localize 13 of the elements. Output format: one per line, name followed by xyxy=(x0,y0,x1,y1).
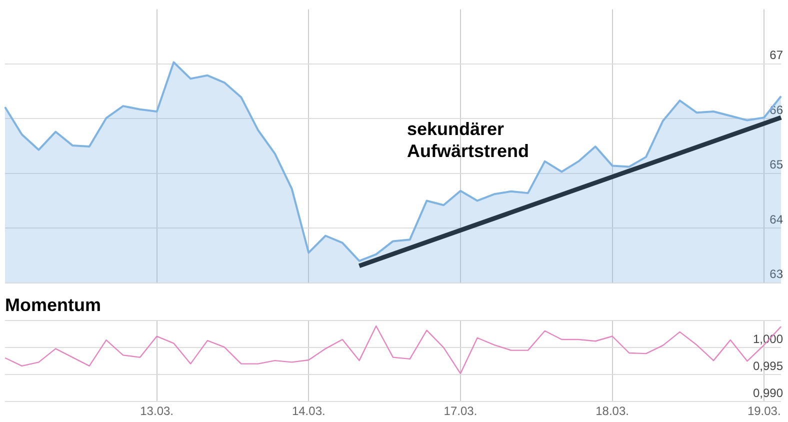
chart-title: Momentum xyxy=(5,294,101,315)
x-tick-label: 14.03. xyxy=(292,404,326,418)
x-tick-label: 19.03. xyxy=(747,404,781,418)
y-tick-label: 65 xyxy=(770,158,784,172)
y-tick-label: 63 xyxy=(770,267,784,282)
y-tick-label: 64 xyxy=(770,212,784,226)
x-tick-label: 17.03. xyxy=(444,404,478,418)
x-tick-label: 13.03. xyxy=(140,404,174,418)
annotation: sekundärer Aufwärtstrend xyxy=(406,119,529,161)
y-tick-label: 67 xyxy=(770,48,784,62)
y-tick-label: 0,990 xyxy=(752,386,784,400)
y-tick-label: 0,995 xyxy=(752,358,784,373)
x-tick-label: 18.03. xyxy=(596,404,629,418)
